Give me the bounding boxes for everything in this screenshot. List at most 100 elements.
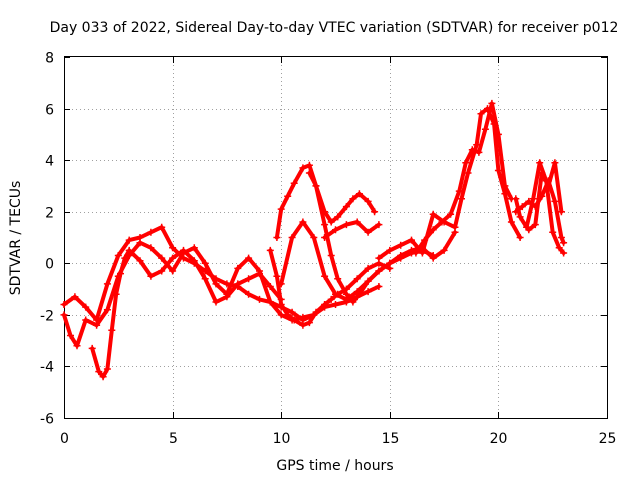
y-tick-label: -6 — [40, 412, 54, 428]
grid-layer — [64, 57, 607, 418]
data-point — [332, 290, 339, 298]
y-axis-label: SDTVAR / TECUs — [8, 181, 24, 296]
x-tick-label: 15 — [382, 431, 400, 447]
data-point — [312, 308, 320, 316]
y-tick-label: 8 — [45, 51, 54, 67]
series-track-5 — [266, 246, 394, 329]
data-point — [67, 332, 74, 339]
data-point — [310, 234, 318, 241]
series-track-4 — [273, 161, 437, 306]
data-point — [73, 342, 81, 350]
series-line — [268, 248, 392, 328]
data-point — [355, 190, 363, 198]
data-point — [536, 159, 544, 167]
data-point — [321, 301, 329, 308]
data-point — [125, 246, 133, 254]
data-point — [299, 164, 307, 172]
series-layer — [60, 99, 568, 381]
data-point — [512, 195, 520, 203]
chart-title: Day 033 of 2022, Sidereal Day-to-day VTE… — [50, 20, 619, 36]
data-point — [375, 221, 383, 229]
data-point — [234, 264, 242, 272]
data-point — [103, 280, 111, 288]
data-point — [121, 254, 129, 262]
y-tick-label: -4 — [40, 360, 54, 376]
data-point — [560, 249, 568, 257]
data-point — [332, 301, 339, 308]
data-point — [147, 244, 155, 252]
data-point — [95, 368, 103, 376]
data-point — [266, 246, 274, 254]
data-point — [494, 130, 502, 138]
data-point — [290, 316, 298, 324]
data-point — [375, 267, 383, 275]
data-point — [327, 295, 335, 303]
data-point — [266, 283, 274, 290]
data-point — [60, 301, 68, 308]
data-point — [88, 344, 96, 352]
data-point — [349, 298, 357, 306]
data-point — [349, 195, 357, 203]
data-point — [273, 234, 281, 241]
series-line — [90, 248, 284, 379]
data-point — [245, 290, 253, 298]
data-point — [305, 169, 313, 177]
x-tick-label: 20 — [490, 431, 508, 447]
data-point — [386, 259, 394, 267]
data-point — [451, 223, 459, 231]
data-point — [288, 308, 296, 316]
data-point — [342, 221, 350, 229]
data-point — [190, 244, 198, 252]
data-point — [551, 197, 559, 205]
data-point — [468, 146, 476, 154]
data-point — [557, 208, 565, 216]
data-point — [342, 203, 350, 211]
series-line — [62, 225, 381, 322]
data-point — [169, 244, 177, 252]
data-point — [375, 254, 383, 262]
data-point — [557, 234, 565, 241]
data-point — [353, 275, 361, 283]
data-point — [305, 319, 313, 327]
data-point — [560, 239, 568, 247]
data-point — [525, 197, 533, 205]
series-line — [526, 160, 564, 232]
data-point — [321, 234, 329, 241]
data-point — [212, 280, 220, 288]
data-point — [114, 252, 122, 259]
data-point — [408, 246, 415, 254]
data-point — [516, 234, 524, 241]
data-point — [82, 303, 90, 311]
data-point — [518, 203, 526, 211]
data-point — [158, 223, 166, 231]
data-point — [125, 236, 133, 244]
tick-layer — [64, 57, 608, 419]
data-point — [136, 239, 144, 247]
data-point — [455, 187, 463, 195]
data-point — [223, 293, 231, 301]
data-point — [440, 246, 448, 254]
data-point — [212, 298, 220, 306]
y-tick-label: 6 — [45, 103, 54, 119]
tick-label-layer: 0 5 10 15 20 25 -6 -4 -2 0 2 4 6 8 — [40, 51, 616, 448]
data-point — [462, 159, 470, 167]
data-point — [321, 272, 329, 280]
y-tick-label: 2 — [45, 206, 54, 222]
data-point — [290, 179, 298, 187]
data-point — [464, 169, 472, 177]
data-point — [494, 167, 502, 174]
series-track-13 — [525, 159, 565, 234]
data-point — [418, 249, 426, 257]
data-point — [234, 280, 242, 288]
data-point — [277, 301, 285, 308]
data-point — [299, 313, 307, 321]
data-point — [71, 293, 79, 301]
data-point — [458, 195, 465, 203]
data-point — [475, 148, 483, 156]
data-point — [284, 192, 292, 200]
data-point — [353, 218, 361, 226]
data-point — [60, 311, 68, 319]
data-point — [201, 259, 209, 267]
data-point — [342, 285, 350, 293]
